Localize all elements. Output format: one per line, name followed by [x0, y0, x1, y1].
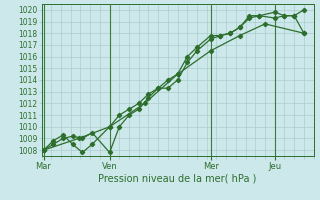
- X-axis label: Pression niveau de la mer( hPa ): Pression niveau de la mer( hPa ): [99, 173, 257, 183]
